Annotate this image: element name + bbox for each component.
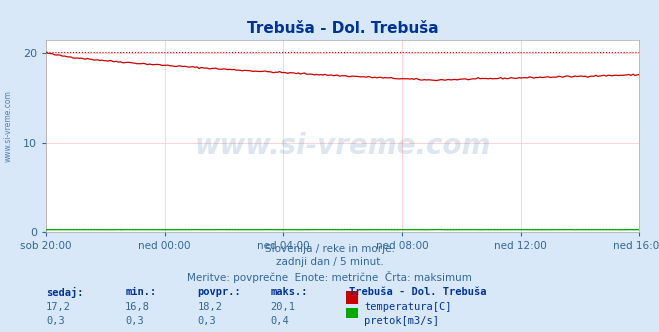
Text: Trebuša - Dol. Trebuša: Trebuša - Dol. Trebuša: [349, 287, 487, 297]
Text: maks.:: maks.:: [270, 287, 308, 297]
Text: temperatura[C]: temperatura[C]: [364, 302, 452, 312]
Text: zadnji dan / 5 minut.: zadnji dan / 5 minut.: [275, 257, 384, 267]
Text: pretok[m3/s]: pretok[m3/s]: [364, 316, 440, 326]
Text: Slovenija / reke in morje.: Slovenija / reke in morje.: [264, 244, 395, 254]
Title: Trebuša - Dol. Trebuša: Trebuša - Dol. Trebuša: [247, 21, 438, 36]
Text: min.:: min.:: [125, 287, 156, 297]
Text: sedaj:: sedaj:: [46, 287, 84, 298]
Text: 16,8: 16,8: [125, 302, 150, 312]
Text: www.si-vreme.com: www.si-vreme.com: [3, 90, 13, 162]
Text: 20,1: 20,1: [270, 302, 295, 312]
Text: 17,2: 17,2: [46, 302, 71, 312]
Text: povpr.:: povpr.:: [198, 287, 241, 297]
Text: 0,4: 0,4: [270, 316, 289, 326]
Text: 18,2: 18,2: [198, 302, 223, 312]
Text: 0,3: 0,3: [198, 316, 216, 326]
Text: Meritve: povprečne  Enote: metrične  Črta: maksimum: Meritve: povprečne Enote: metrične Črta:…: [187, 271, 472, 283]
Text: 0,3: 0,3: [46, 316, 65, 326]
Text: www.si-vreme.com: www.si-vreme.com: [194, 132, 491, 160]
Text: 0,3: 0,3: [125, 316, 144, 326]
